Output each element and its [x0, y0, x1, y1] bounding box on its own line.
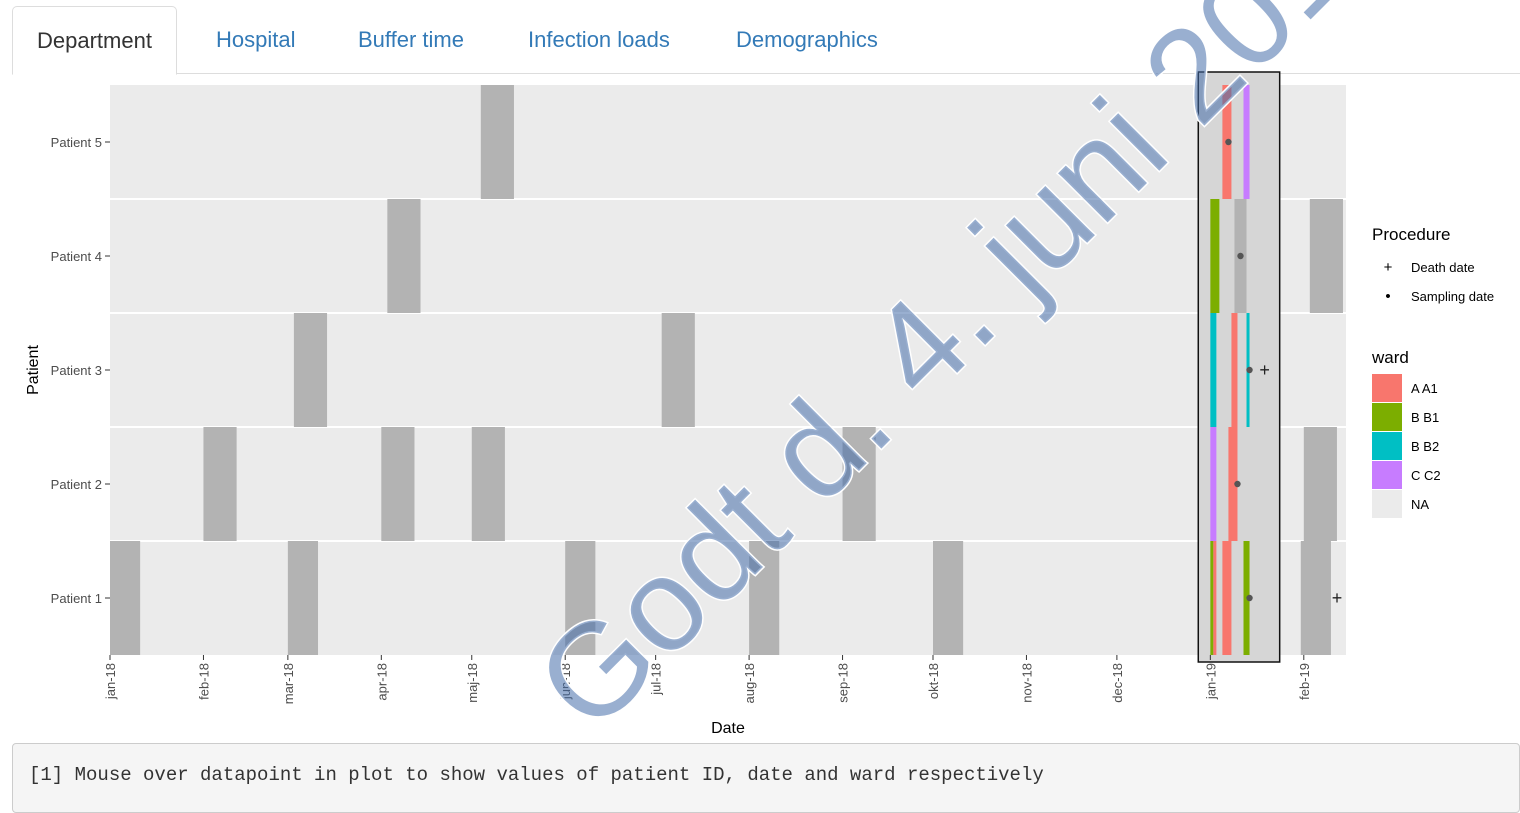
y-axis-title: Patient — [25, 345, 42, 395]
legend-ward-swatch — [1372, 490, 1402, 518]
stay-bar[interactable] — [381, 427, 415, 541]
legend-ward-label: B B1 — [1411, 410, 1439, 425]
stay-bar[interactable] — [932, 541, 964, 655]
legend-ward-swatch — [1372, 374, 1402, 402]
stay-bar[interactable] — [387, 199, 421, 313]
x-tick-label: jan-18 — [103, 663, 118, 700]
x-tick-label: feb-18 — [196, 663, 211, 700]
legend-ward-label: B B2 — [1411, 439, 1439, 454]
legend-procedure-title: Procedure — [1372, 225, 1450, 244]
stay-bar[interactable] — [1210, 427, 1217, 541]
legend-ward-swatch — [1372, 461, 1402, 489]
legend-procedure-symbol: + — [1384, 259, 1393, 276]
death-marker[interactable]: + — [1332, 588, 1343, 608]
stay-bar[interactable] — [1210, 541, 1214, 655]
stay-bar[interactable] — [565, 541, 596, 655]
x-tick-label: nov-18 — [1019, 663, 1034, 703]
sampling-point[interactable] — [1246, 366, 1253, 374]
console-output: [1] Mouse over datapoint in plot to show… — [12, 743, 1520, 813]
stay-bar[interactable] — [661, 313, 695, 427]
stay-bar[interactable] — [1222, 541, 1232, 655]
stay-bar[interactable] — [293, 313, 328, 427]
stay-bar[interactable] — [203, 427, 237, 541]
x-tick-label: dec-18 — [1110, 663, 1125, 703]
death-marker[interactable]: + — [1259, 360, 1270, 380]
sampling-point[interactable] — [1225, 138, 1232, 146]
legend-ward-label: A A1 — [1411, 381, 1438, 396]
stay-bar[interactable] — [1300, 541, 1331, 655]
stay-bar[interactable] — [287, 541, 319, 655]
x-tick-label: feb-19 — [1297, 663, 1312, 700]
stay-bar[interactable] — [1231, 313, 1238, 427]
stay-bar[interactable] — [1243, 85, 1250, 199]
legend-procedure-label: Sampling date — [1411, 289, 1494, 304]
x-tick-label: okt-18 — [926, 663, 941, 699]
sampling-point[interactable] — [1246, 594, 1253, 602]
legend-procedure-symbol: • — [1385, 288, 1390, 305]
x-tick-label: jun-18 — [558, 663, 573, 700]
stay-bar[interactable] — [842, 427, 876, 541]
x-tick-label: apr-18 — [374, 663, 389, 701]
y-tick-label: Patient 5 — [51, 135, 102, 150]
stay-bar[interactable] — [471, 427, 505, 541]
stay-bar[interactable] — [1303, 427, 1337, 541]
tab-buffer-time[interactable]: Buffer time — [358, 27, 464, 52]
timeline-chart[interactable]: + + Patient 1 Patient 2 Patient 3 Patient 4 Pa… — [0, 0, 1520, 740]
x-tick-label: jul-18 — [649, 663, 664, 696]
stay-bar[interactable] — [1309, 199, 1343, 313]
stay-bar[interactable] — [1210, 313, 1217, 427]
tab-demographics[interactable]: Demographics — [736, 27, 878, 52]
stay-bar[interactable] — [749, 541, 780, 655]
stay-bar[interactable] — [480, 85, 514, 199]
sampling-point[interactable] — [1234, 480, 1241, 488]
tab-infection-loads[interactable]: Infection loads — [528, 27, 670, 52]
legend-ward-label: NA — [1411, 497, 1429, 512]
y-tick-label: Patient 4 — [51, 249, 102, 264]
tab-hospital[interactable]: Hospital — [216, 27, 296, 52]
x-tick-label: aug-18 — [742, 663, 757, 703]
stay-bar[interactable] — [1228, 427, 1238, 541]
x-axis-title: Date — [711, 720, 745, 737]
legend-ward-label: C C2 — [1411, 468, 1441, 483]
stay-bar[interactable] — [110, 541, 141, 655]
tab-bar: Department Hospital Buffer time Infectio… — [12, 6, 1520, 75]
x-tick-label: jan-19 — [1203, 663, 1218, 700]
legend-ward-title: ward — [1371, 348, 1409, 367]
stay-bar[interactable] — [1213, 541, 1217, 655]
sampling-point[interactable] — [1237, 252, 1244, 260]
legend-ward-swatch — [1372, 432, 1402, 460]
legend-ward-swatch — [1372, 403, 1402, 431]
tab-department[interactable]: Department — [12, 6, 177, 75]
y-tick-label: Patient 2 — [51, 477, 102, 492]
legend-procedure-label: Death date — [1411, 260, 1475, 275]
x-tick-label: sep-18 — [836, 663, 851, 703]
y-tick-label: Patient 3 — [51, 363, 102, 378]
x-tick-label: mar-18 — [281, 663, 296, 704]
y-tick-label: Patient 1 — [51, 591, 102, 606]
x-tick-label: maj-18 — [465, 663, 480, 703]
stay-bar[interactable] — [1210, 199, 1220, 313]
